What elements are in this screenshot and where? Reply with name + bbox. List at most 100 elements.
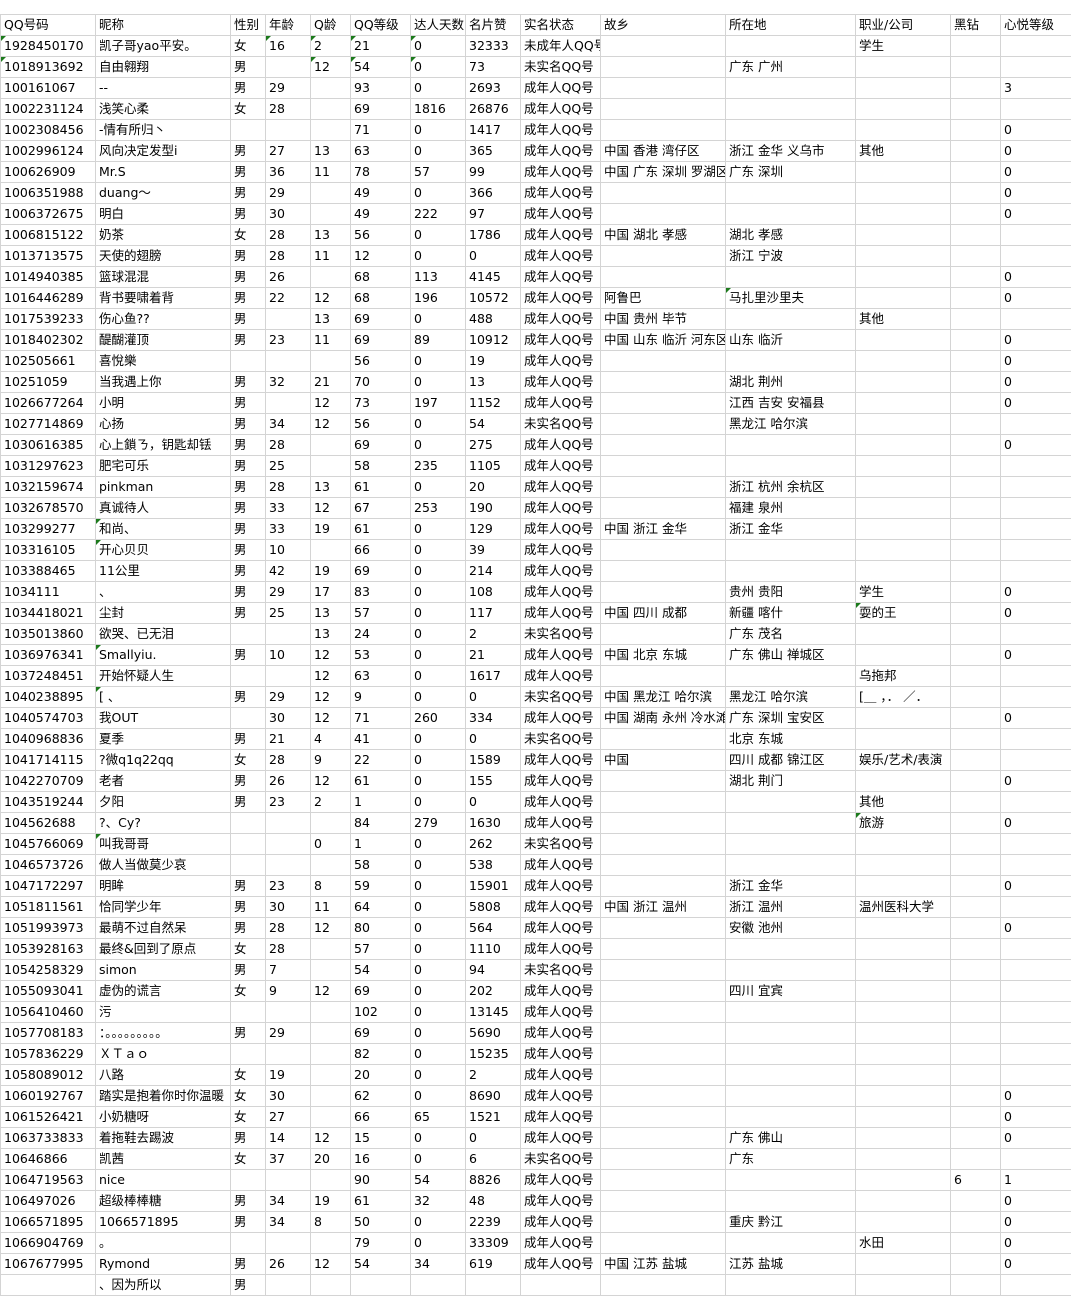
cell-qlevel[interactable]: 70: [351, 372, 411, 393]
cell-job[interactable]: [856, 1044, 951, 1065]
cell-sex[interactable]: 男: [231, 414, 266, 435]
cell-location[interactable]: 浙江 温州: [726, 897, 856, 918]
cell-xinyue[interactable]: [1001, 309, 1071, 330]
cell-job[interactable]: [856, 540, 951, 561]
cell-darendays[interactable]: 0: [411, 939, 466, 960]
cell-realname[interactable]: 成年人QQ号: [521, 1002, 601, 1023]
cell-qq[interactable]: 1061526421: [1, 1107, 96, 1128]
cell-blackdiamond[interactable]: [951, 855, 1001, 876]
cell-cardlike[interactable]: 10912: [466, 330, 521, 351]
cell-job[interactable]: [856, 1275, 951, 1296]
cell-age[interactable]: 29: [266, 183, 311, 204]
cell-cardlike[interactable]: 488: [466, 309, 521, 330]
cell-blackdiamond[interactable]: [951, 624, 1001, 645]
cell-qlevel[interactable]: 20: [351, 1065, 411, 1086]
cell-nick[interactable]: 最萌不过自然呆: [96, 918, 231, 939]
cell-cardlike[interactable]: 94: [466, 960, 521, 981]
cell-darendays[interactable]: 0: [411, 246, 466, 267]
cell-nick[interactable]: ?微q1q22qq: [96, 750, 231, 771]
cell-nick[interactable]: 浅笑心柔: [96, 99, 231, 120]
cell-hometown[interactable]: [601, 1275, 726, 1296]
cell-hometown[interactable]: [601, 771, 726, 792]
cell-darendays[interactable]: [411, 1275, 466, 1296]
cell-job[interactable]: [856, 372, 951, 393]
cell-sex[interactable]: 男: [231, 267, 266, 288]
cell-qlevel[interactable]: 78: [351, 162, 411, 183]
cell-qage[interactable]: [311, 1233, 351, 1254]
cell-sex[interactable]: 女: [231, 939, 266, 960]
cell-blackdiamond[interactable]: [951, 330, 1001, 351]
column-header-realname[interactable]: 实名状态: [521, 15, 601, 36]
cell-blackdiamond[interactable]: [951, 792, 1001, 813]
cell-xinyue[interactable]: 0: [1001, 918, 1071, 939]
cell-qq[interactable]: 1026677264: [1, 393, 96, 414]
cell-cardlike[interactable]: 20: [466, 477, 521, 498]
cell-sex[interactable]: 男: [231, 1023, 266, 1044]
cell-xinyue[interactable]: [1001, 939, 1071, 960]
cell-location[interactable]: 湖北 荆门: [726, 771, 856, 792]
cell-cardlike[interactable]: 129: [466, 519, 521, 540]
cell-sex[interactable]: [231, 1170, 266, 1191]
cell-qage[interactable]: 19: [311, 519, 351, 540]
cell-age[interactable]: 26: [266, 267, 311, 288]
cell-age[interactable]: 26: [266, 771, 311, 792]
cell-age[interactable]: [266, 813, 311, 834]
cell-xinyue[interactable]: [1001, 1149, 1071, 1170]
cell-job[interactable]: [856, 393, 951, 414]
cell-blackdiamond[interactable]: [951, 771, 1001, 792]
cell-location[interactable]: 湖北 荆州: [726, 372, 856, 393]
cell-sex[interactable]: 男: [231, 1254, 266, 1275]
cell-cardlike[interactable]: 1417: [466, 120, 521, 141]
cell-qq[interactable]: 104562688: [1, 813, 96, 834]
cell-qage[interactable]: 12: [311, 687, 351, 708]
cell-sex[interactable]: 男: [231, 498, 266, 519]
cell-nick[interactable]: 八路: [96, 1065, 231, 1086]
cell-qlevel[interactable]: 69: [351, 309, 411, 330]
cell-location[interactable]: [726, 540, 856, 561]
cell-qage[interactable]: [311, 183, 351, 204]
cell-age[interactable]: 23: [266, 792, 311, 813]
cell-qage[interactable]: 12: [311, 1254, 351, 1275]
cell-location[interactable]: [726, 561, 856, 582]
cell-qage[interactable]: 2: [311, 36, 351, 57]
cell-hometown[interactable]: [601, 792, 726, 813]
cell-xinyue[interactable]: 3: [1001, 78, 1071, 99]
cell-realname[interactable]: 未实名QQ号: [521, 414, 601, 435]
cell-nick[interactable]: 。: [96, 1233, 231, 1254]
cell-qage[interactable]: 17: [311, 582, 351, 603]
cell-qq[interactable]: 1006372675: [1, 204, 96, 225]
cell-sex[interactable]: [231, 708, 266, 729]
cell-darendays[interactable]: 0: [411, 918, 466, 939]
cell-darendays[interactable]: 0: [411, 477, 466, 498]
cell-qq[interactable]: 1053928163: [1, 939, 96, 960]
cell-qage[interactable]: 12: [311, 918, 351, 939]
cell-blackdiamond[interactable]: [951, 288, 1001, 309]
cell-hometown[interactable]: [601, 393, 726, 414]
cell-sex[interactable]: 女: [231, 1065, 266, 1086]
cell-qage[interactable]: [311, 435, 351, 456]
cell-realname[interactable]: 成年人QQ号: [521, 855, 601, 876]
cell-xinyue[interactable]: [1001, 855, 1071, 876]
cell-blackdiamond[interactable]: [951, 414, 1001, 435]
cell-xinyue[interactable]: 0: [1001, 330, 1071, 351]
cell-darendays[interactable]: 0: [411, 1233, 466, 1254]
cell-qq[interactable]: 1051993973: [1, 918, 96, 939]
cell-sex[interactable]: 女: [231, 99, 266, 120]
column-header-location[interactable]: 所在地: [726, 15, 856, 36]
cell-qlevel[interactable]: 63: [351, 666, 411, 687]
cell-xinyue[interactable]: 0: [1001, 1191, 1071, 1212]
column-header-xinyue[interactable]: 心悦等级: [1001, 15, 1071, 36]
cell-hometown[interactable]: 阿鲁巴: [601, 288, 726, 309]
cell-qlevel[interactable]: 80: [351, 918, 411, 939]
cell-realname[interactable]: 成年人QQ号: [521, 540, 601, 561]
cell-blackdiamond[interactable]: [951, 540, 1001, 561]
cell-job[interactable]: [856, 183, 951, 204]
cell-sex[interactable]: 男: [231, 876, 266, 897]
